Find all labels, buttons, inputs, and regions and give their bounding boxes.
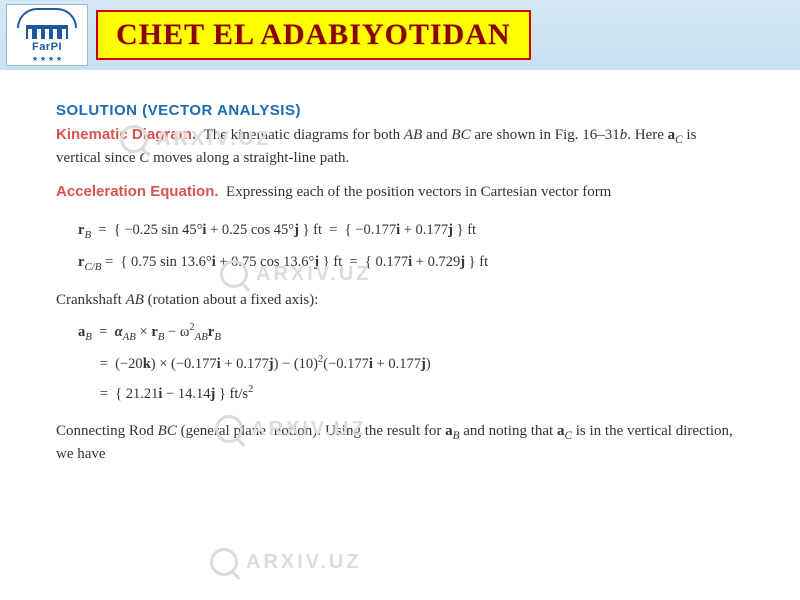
kinematic-diagram-para: Kinematic Diagram. The kinematic diagram… bbox=[56, 125, 744, 168]
logo-arch bbox=[17, 8, 77, 28]
watermark: ARXIV.UZ bbox=[210, 548, 362, 576]
section-title: SOLUTION (VECTOR ANALYSIS) bbox=[56, 102, 744, 119]
watermark-text: ARXIV.UZ bbox=[246, 551, 362, 574]
ae-subhead: Acceleration Equation. bbox=[56, 183, 219, 200]
connecting-rod-para: Connecting Rod BC (general plane motion)… bbox=[56, 421, 744, 464]
eq-aB-2: = (−20k) × (−0.177i + 0.177j) − (10)2(−0… bbox=[78, 351, 744, 377]
header-bar: FarPI ★ ★ ★ ★ CHET EL ADABIYOTIDAN bbox=[0, 0, 800, 70]
eq-aB-3: = { 21.21i − 14.14j } ft/s2 bbox=[78, 381, 744, 407]
crankshaft-line: Crankshaft AB (rotation about a fixed ax… bbox=[56, 292, 744, 309]
position-vector-equations: rB = { −0.25 sin 45°i + 0.25 cos 45°j } … bbox=[78, 217, 744, 278]
logo: FarPI ★ ★ ★ ★ bbox=[6, 4, 88, 66]
kd-subhead: Kinematic Diagram. bbox=[56, 126, 196, 143]
page-title: CHET EL ADABIYOTIDAN bbox=[116, 18, 511, 52]
acceleration-equations: aB = αAB × rB − ω2ABrB = (−20k) × (−0.17… bbox=[78, 319, 744, 408]
eq-rB: rB = { −0.25 sin 45°i + 0.25 cos 45°j } … bbox=[78, 217, 744, 245]
title-box: CHET EL ADABIYOTIDAN bbox=[96, 10, 531, 60]
magnifier-icon bbox=[210, 548, 238, 576]
document-content: ARXIV.UZ ARXIV.UZ ARXIV.UZ ARXIV.UZ SOLU… bbox=[0, 70, 800, 499]
eq-rCB: rC/B = { 0.75 sin 13.6°i + 0.75 cos 13.6… bbox=[78, 249, 744, 277]
accel-eqn-para: Acceleration Equation. Expressing each o… bbox=[56, 182, 744, 202]
logo-label: FarPI bbox=[32, 41, 62, 53]
logo-stars-icon: ★ ★ ★ ★ bbox=[32, 55, 62, 63]
eq-aB-1: aB = αAB × rB − ω2ABrB bbox=[78, 319, 744, 347]
